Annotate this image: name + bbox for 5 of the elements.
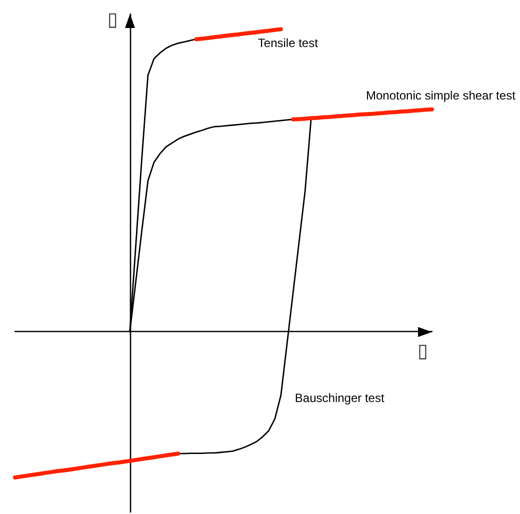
x-axis-title: ▯ — [418, 340, 428, 362]
series-label: Monotonic simple shear test — [366, 88, 516, 102]
y-axis-title: ▯ — [107, 8, 118, 30]
series-label: Bauschinger test — [294, 391, 385, 406]
series-label: Tensile test — [258, 36, 319, 50]
